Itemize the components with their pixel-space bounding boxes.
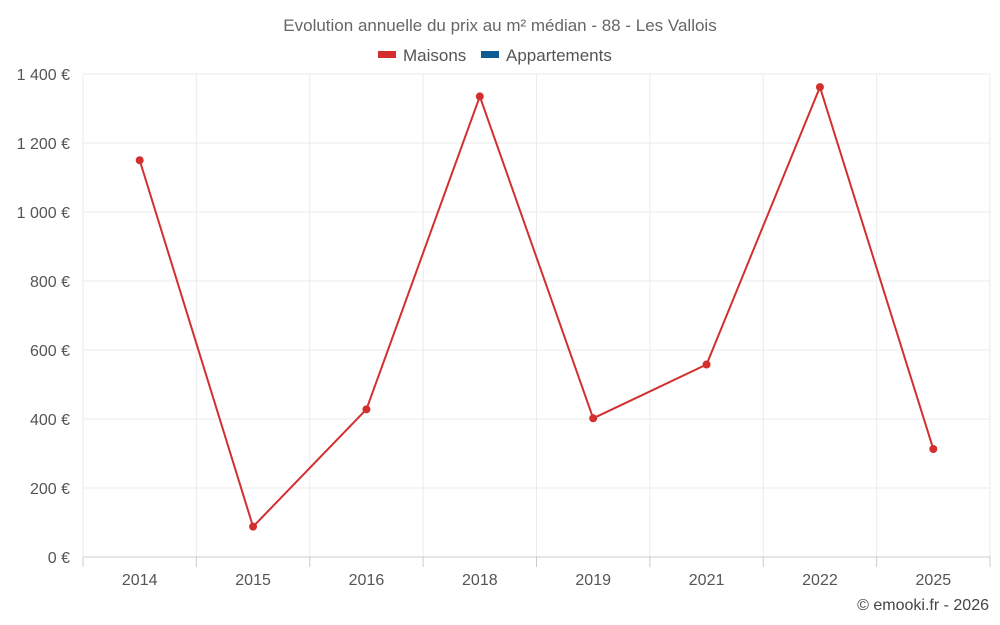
x-axis-labels: 2014 2015 2016 2018 2019 2021 2022 2025 xyxy=(122,572,951,589)
legend-item-maisons[interactable]: Maisons xyxy=(378,46,466,65)
data-point-maisons[interactable] xyxy=(135,156,144,165)
data-point-maisons[interactable] xyxy=(475,92,484,101)
x-tick-label: 2014 xyxy=(122,572,158,589)
data-point-maisons[interactable] xyxy=(589,414,598,423)
legend: Maisons Appartements xyxy=(378,46,612,65)
legend-label-maisons: Maisons xyxy=(403,46,466,65)
series-line-maisons xyxy=(138,86,935,528)
legend-item-appartements[interactable]: Appartements xyxy=(481,46,612,65)
legend-swatch-maisons xyxy=(378,51,396,58)
x-gridlines xyxy=(82,74,991,567)
x-tick-label: 2019 xyxy=(575,572,611,589)
x-tick-label: 2021 xyxy=(689,572,725,589)
x-tick-label: 2015 xyxy=(235,572,271,589)
y-tick-label: 200 € xyxy=(30,481,70,498)
x-tick-label: 2016 xyxy=(349,572,385,589)
y-tick-label: 1 200 € xyxy=(17,136,70,153)
x-tick-label: 2025 xyxy=(916,572,952,589)
data-point-maisons[interactable] xyxy=(362,405,371,414)
data-point-maisons[interactable] xyxy=(702,360,711,369)
y-tick-label: 1 000 € xyxy=(17,205,70,222)
legend-label-appartements: Appartements xyxy=(506,46,612,65)
y-tick-label: 800 € xyxy=(30,274,70,291)
x-tick-label: 2022 xyxy=(802,572,838,589)
y-tick-label: 400 € xyxy=(30,412,70,429)
x-tick-label: 2018 xyxy=(462,572,498,589)
y-tick-label: 1 400 € xyxy=(17,67,70,84)
legend-swatch-appartements xyxy=(481,51,499,58)
y-tick-label: 0 € xyxy=(48,550,70,567)
y-axis-labels: 0 € 200 € 400 € 600 € 800 € 1 000 € 1 200 € 1 4… xyxy=(17,67,70,567)
y-tick-label: 600 € xyxy=(30,343,70,360)
data-point-maisons[interactable] xyxy=(815,83,824,92)
data-point-maisons[interactable] xyxy=(929,445,938,454)
data-point-maisons[interactable] xyxy=(249,522,258,531)
chart-title: Evolution annuelle du prix au m² médian … xyxy=(283,16,716,35)
credit-text: © emooki.fr - 2026 xyxy=(857,597,989,614)
series-maisons xyxy=(135,83,938,531)
